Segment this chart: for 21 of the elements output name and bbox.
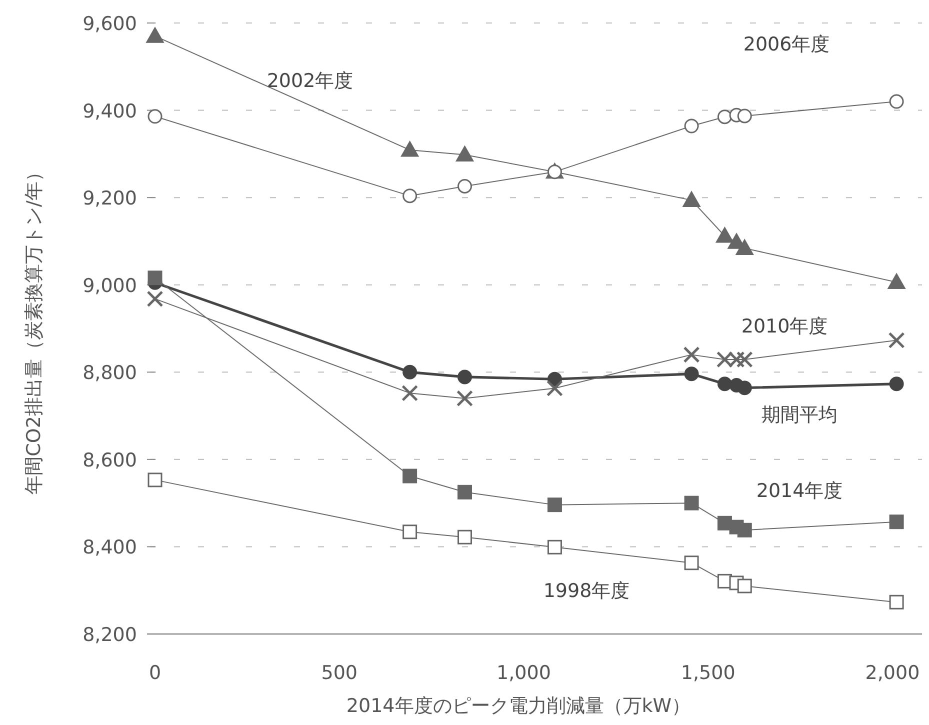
x-tick-label: 0 [148, 662, 162, 684]
y-tick-label: 8,600 [82, 449, 137, 472]
x-tick-label: 500 [321, 662, 358, 684]
y-axis-title: 年間CO2排出量（炭素換算万トン/年） [23, 162, 45, 494]
series-label: 期間平均 [762, 404, 838, 426]
x-tick-label: 1,000 [496, 662, 551, 684]
y-tick-label: 9,600 [82, 13, 137, 35]
series-label: 2010年度 [741, 315, 828, 338]
y-tick-label: 9,000 [82, 274, 137, 297]
x-tick-label: 1,500 [680, 662, 736, 684]
series-label: 1998年度 [543, 580, 630, 602]
series-label: 2002年度 [266, 70, 354, 92]
y-tick-label: 8,200 [82, 624, 137, 646]
y-tick-label: 9,200 [82, 188, 137, 210]
y-tick-label: 9,400 [82, 100, 137, 122]
series-label: 2014年度 [756, 480, 843, 502]
x-tick-label: 2,000 [865, 662, 920, 684]
y-tick-label: 8,400 [82, 536, 137, 559]
text: 2006年度 [743, 34, 830, 56]
x-axis-title: 2014年度のピーク電力削減量（万kW） [346, 695, 691, 717]
y-tick-label: 8,800 [82, 362, 137, 384]
